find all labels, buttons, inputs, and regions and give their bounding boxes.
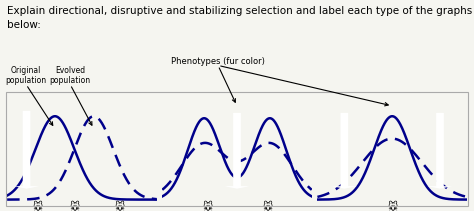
- Text: Evolved
population: Evolved population: [50, 66, 91, 85]
- Text: Explain directional, disruptive and stabilizing selection and label each type of: Explain directional, disruptive and stab…: [7, 6, 473, 30]
- Text: 🐭: 🐭: [262, 203, 272, 211]
- Text: 🐭: 🐭: [202, 203, 212, 211]
- Text: 🐭: 🐭: [32, 203, 42, 211]
- Text: 🐭: 🐭: [69, 203, 80, 211]
- Text: 🐭: 🐭: [387, 203, 397, 211]
- Text: 🐭: 🐭: [114, 203, 124, 211]
- Text: Phenotypes (fur color): Phenotypes (fur color): [171, 57, 265, 66]
- Text: Original
population: Original population: [6, 66, 46, 85]
